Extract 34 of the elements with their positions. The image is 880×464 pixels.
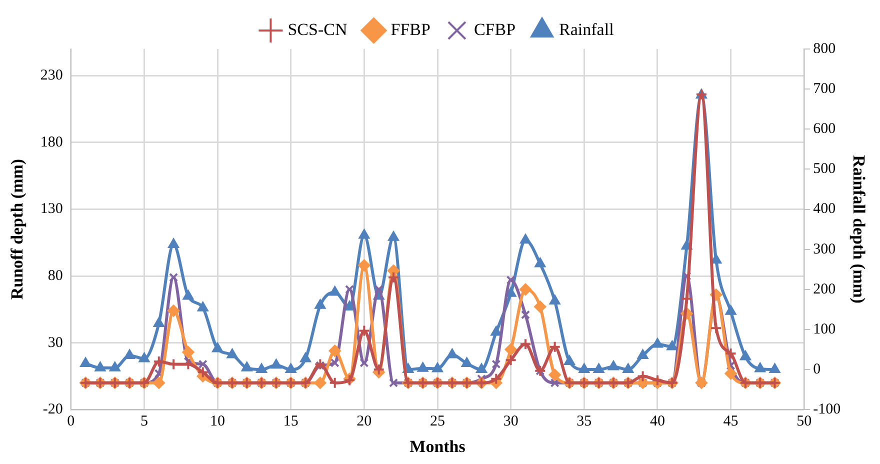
legend-label: FFBP bbox=[390, 20, 430, 39]
y2-tick-label: 600 bbox=[813, 121, 836, 138]
y2-tick-label: 500 bbox=[813, 161, 836, 178]
x-tick-label: 15 bbox=[283, 414, 298, 430]
y2-tick-label: 100 bbox=[813, 321, 836, 338]
x-tick-label: 30 bbox=[503, 414, 518, 430]
x-tick-label: 50 bbox=[796, 414, 812, 430]
x-tick-label: 35 bbox=[576, 414, 592, 430]
x-tick-label: 20 bbox=[356, 414, 372, 430]
y-tick-label: 180 bbox=[40, 134, 63, 150]
y2-tick-label: 200 bbox=[813, 281, 836, 298]
y-tick-label: 230 bbox=[40, 68, 63, 84]
y-tick-label: -20 bbox=[42, 402, 63, 418]
y2-tick-label: -100 bbox=[813, 402, 841, 418]
y2-axis-title: Rainfall depth (mm) bbox=[849, 155, 868, 304]
y-tick-label: 130 bbox=[40, 201, 63, 218]
x-tick-label: 45 bbox=[723, 414, 738, 430]
y2-tick-label: 300 bbox=[813, 241, 836, 258]
legend-label: Rainfall bbox=[559, 20, 614, 39]
y-axis-title: Runoff depth (mm) bbox=[8, 158, 27, 300]
x-tick-label: 10 bbox=[210, 414, 226, 430]
x-tick-label: 25 bbox=[430, 414, 445, 430]
y-tick-label: 80 bbox=[48, 268, 63, 284]
legend-label: SCS-CN bbox=[288, 20, 348, 39]
x-tick-label: 40 bbox=[650, 414, 665, 430]
y2-tick-label: 0 bbox=[813, 361, 821, 378]
x-tick-label: 5 bbox=[140, 414, 148, 430]
x-axis-title: Months bbox=[410, 437, 466, 456]
y2-tick-label: 700 bbox=[813, 81, 836, 98]
legend-label: CFBP bbox=[474, 20, 516, 39]
y2-tick-label: 800 bbox=[813, 40, 836, 57]
y-tick-label: 30 bbox=[48, 334, 63, 351]
y2-tick-label: 400 bbox=[813, 201, 836, 218]
x-tick-label: 0 bbox=[67, 414, 75, 430]
